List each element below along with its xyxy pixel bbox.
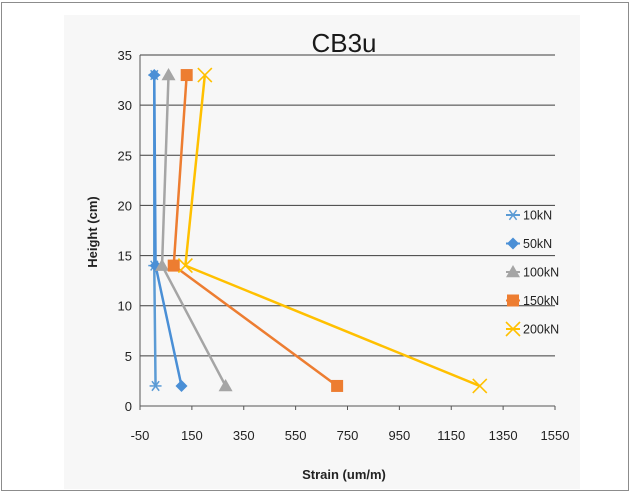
legend-label: 200kN: [523, 323, 559, 337]
series-line-150kN: [172, 74, 338, 387]
x-tick-label: 1150: [437, 428, 465, 443]
legend-item: 150kN: [506, 294, 559, 308]
y-tick-label: 20: [118, 198, 132, 213]
data-point-50kN: [148, 69, 161, 82]
x-tick-label: 150: [181, 428, 203, 443]
data-point-150kN: [167, 259, 180, 272]
legend-item: 200kN: [505, 321, 559, 337]
data-point-150kN: [180, 69, 193, 82]
y-tick-label: 35: [118, 48, 132, 63]
x-tick-label: 1550: [541, 428, 570, 443]
data-point-100kN: [218, 378, 233, 392]
x-tick-label: 950: [389, 428, 411, 443]
chart-title: CB3u: [311, 28, 376, 58]
y-tick-label: 15: [118, 249, 132, 264]
data-point-150kN: [331, 379, 344, 392]
legend-label: 100kN: [523, 266, 559, 280]
data-point-200kN: [197, 67, 213, 83]
data-point-100kN: [161, 68, 176, 81]
x-tick-label: -50: [131, 428, 150, 443]
legend-label: 10kN: [523, 209, 552, 223]
y-tick-label: 30: [118, 98, 132, 113]
data-point-200kN: [472, 378, 488, 394]
x-tick-label: 550: [285, 428, 307, 443]
axes: [139, 55, 556, 410]
y-tick-label: 10: [118, 299, 132, 314]
data-point-10kN: [149, 380, 162, 392]
y-tick-labels: 0 5 10 15 20 25 30 35: [118, 48, 132, 414]
legend-item: 100kN: [506, 265, 559, 280]
y-axis-title: Height (cm): [85, 196, 100, 268]
x-tick-label: 750: [337, 428, 359, 443]
legend-marker: [506, 265, 520, 278]
legend-item: 50kN: [506, 237, 552, 251]
legend-item: 10kN: [506, 209, 552, 223]
legend: 10kN 50kN 100kN 150kN 200kN: [505, 209, 559, 337]
legend-marker: [507, 237, 519, 250]
legend-label: 50kN: [523, 237, 552, 251]
y-tick-label: 25: [118, 148, 132, 163]
data-point-100kN: [155, 258, 170, 271]
x-tick-label: 1350: [489, 428, 518, 443]
series-line-200kN: [184, 74, 481, 388]
x-axis-title: Strain (um/m): [302, 467, 386, 482]
legend-marker: [507, 294, 519, 307]
y-tick-label: 0: [125, 399, 132, 414]
x-tick-label: 350: [233, 428, 255, 443]
series-group: [148, 67, 488, 394]
x-tick-labels: -50 150 350 550 750 950 1150 1350 1550: [131, 428, 570, 443]
legend-marker: [505, 321, 521, 337]
data-point-50kN: [175, 379, 188, 392]
y-tick-label: 5: [125, 349, 132, 364]
data-point-200kN: [177, 258, 193, 274]
legend-marker: [507, 209, 519, 221]
chart-background: [64, 15, 580, 489]
legend-label: 150kN: [523, 294, 559, 308]
grid-lines: [140, 54, 555, 357]
